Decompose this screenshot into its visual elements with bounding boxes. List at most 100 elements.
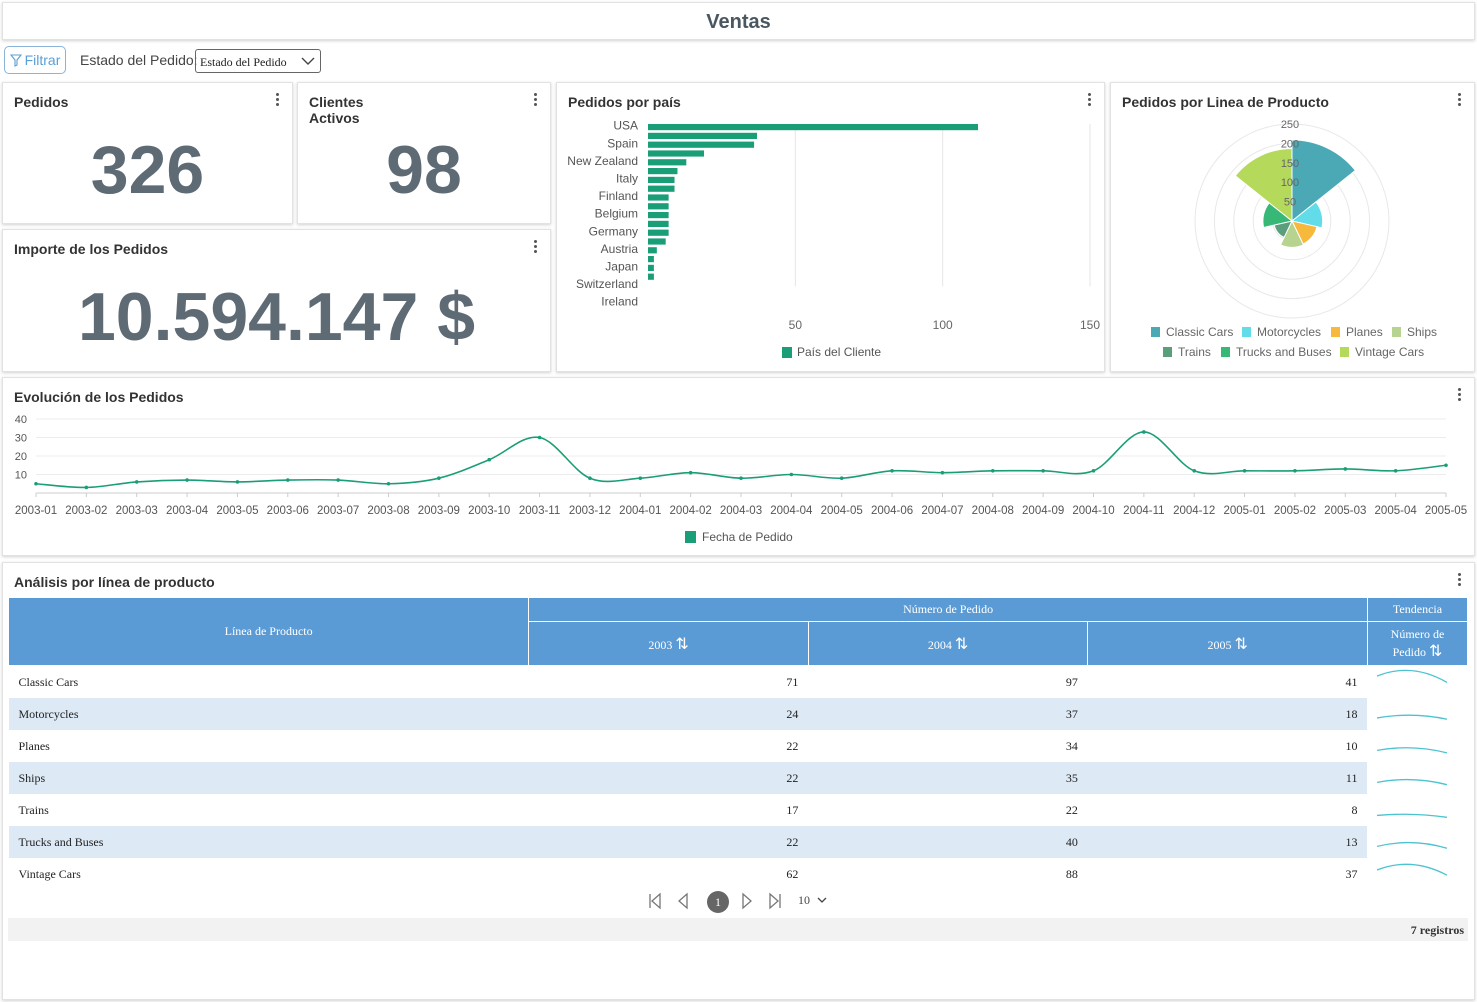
order-state-select[interactable]: Estado del Pedido: [195, 49, 321, 73]
line-point[interactable]: [185, 478, 189, 482]
country-bar[interactable]: [648, 247, 657, 254]
table-row[interactable]: Planes 22 34 10: [9, 730, 1468, 762]
kpi-clients-title-line1: Clientes: [309, 94, 364, 110]
line-point[interactable]: [487, 457, 492, 462]
line-point[interactable]: [1091, 469, 1096, 473]
table-row[interactable]: Trucks and Buses 22 40 13: [8, 826, 1468, 858]
country-bar[interactable]: [648, 273, 654, 280]
orders-cell-2003: 22: [786, 738, 799, 753]
line-point[interactable]: [839, 476, 844, 480]
column-header-product[interactable]: Línea de Producto: [7, 597, 530, 666]
country-bar[interactable]: [648, 150, 704, 157]
polar-legend-label[interactable]: Classic Cars: [1166, 325, 1233, 339]
country-bar[interactable]: [648, 229, 669, 236]
column-header-2003[interactable]: 2003 ⇅: [528, 621, 809, 666]
table-row[interactable]: Ships 22 35 11: [8, 762, 1468, 794]
country-bar[interactable]: [648, 264, 654, 271]
line-point[interactable]: [1393, 469, 1398, 473]
evolution-menu-icon[interactable]: [1458, 388, 1462, 402]
country-bar[interactable]: [648, 220, 669, 227]
country-bar[interactable]: [648, 212, 669, 219]
line-point[interactable]: [235, 480, 240, 484]
country-chart-menu-icon[interactable]: [1088, 93, 1092, 107]
orders-cell-2004: 88: [1065, 866, 1078, 881]
table-row[interactable]: Classic Cars 71 97 41: [9, 665, 1468, 698]
polar-slice[interactable]: [1290, 201, 1324, 229]
line-legend-label[interactable]: Fecha de Pedido: [702, 530, 793, 544]
line-point[interactable]: [1192, 469, 1197, 473]
polar-slice[interactable]: [1279, 219, 1305, 248]
country-bar[interactable]: [648, 141, 755, 148]
line-point[interactable]: [134, 480, 139, 484]
x-tick-label: 2004-01: [619, 505, 661, 517]
sort-icon[interactable]: ⇅: [1234, 635, 1248, 653]
line-point[interactable]: [1142, 430, 1146, 434]
orders-cell-2003: 71: [786, 674, 799, 689]
filter-button[interactable]: Filtrar: [4, 46, 66, 74]
clients-menu-icon[interactable]: [534, 93, 538, 107]
line-point[interactable]: [1293, 469, 1297, 473]
orders-cell-2004: 40: [808, 826, 1088, 858]
line-point[interactable]: [537, 435, 542, 440]
country-bar[interactable]: [648, 238, 666, 245]
line-point[interactable]: [789, 472, 794, 477]
product-line-menu-icon[interactable]: [1458, 93, 1462, 107]
polar-legend-label[interactable]: Vintage Cars: [1355, 345, 1424, 359]
line-point[interactable]: [588, 476, 592, 480]
country-bar[interactable]: [648, 185, 675, 192]
line-point[interactable]: [386, 481, 391, 486]
records-footer: 7 registros: [8, 918, 1468, 941]
line-point[interactable]: [638, 476, 643, 480]
page-size-select[interactable]: 10: [798, 893, 827, 908]
last-page-icon[interactable]: [768, 892, 782, 910]
polar-legend-label[interactable]: Planes: [1346, 325, 1383, 339]
sort-icon[interactable]: ⇅: [675, 635, 689, 653]
column-header-2004[interactable]: 2004 ⇅: [807, 621, 1089, 666]
column-header-2005[interactable]: 2005 ⇅: [1087, 621, 1368, 666]
country-bar[interactable]: [648, 203, 669, 210]
line-point[interactable]: [739, 476, 743, 480]
line-point[interactable]: [940, 470, 945, 475]
line-point[interactable]: [990, 469, 995, 473]
line-point[interactable]: [437, 476, 441, 480]
line-point[interactable]: [1444, 463, 1448, 468]
line-point[interactable]: [688, 470, 693, 475]
first-page-icon[interactable]: [648, 892, 662, 910]
country-bar[interactable]: [648, 176, 675, 183]
orders-cell-2005: 41: [1345, 674, 1358, 689]
sort-icon[interactable]: ⇅: [954, 635, 969, 653]
line-point[interactable]: [1041, 469, 1045, 473]
line-point[interactable]: [34, 481, 38, 486]
polar-legend-label[interactable]: Ships: [1407, 325, 1437, 339]
line-point[interactable]: [1242, 469, 1247, 473]
line-point[interactable]: [285, 478, 290, 482]
line-point[interactable]: [336, 478, 340, 482]
polar-slice[interactable]: [1291, 139, 1357, 223]
country-bar[interactable]: [648, 124, 979, 131]
column-header-trend[interactable]: Número de Pedido ⇅: [1366, 621, 1469, 666]
analysis-menu-icon[interactable]: [1458, 573, 1462, 587]
line-point[interactable]: [84, 485, 89, 490]
current-page-button[interactable]: 1: [707, 891, 729, 913]
country-bar[interactable]: [648, 168, 678, 175]
polar-slice[interactable]: [1234, 147, 1293, 223]
legend-swatch: [1242, 327, 1251, 337]
amount-menu-icon[interactable]: [534, 240, 538, 254]
polar-legend-label[interactable]: Motorcycles: [1257, 325, 1321, 339]
country-bar[interactable]: [648, 194, 669, 201]
x-tick-label: 2003-04: [166, 505, 209, 517]
country-bar[interactable]: [648, 256, 654, 263]
orders-menu-icon[interactable]: [276, 93, 280, 107]
line-point[interactable]: [890, 469, 894, 473]
line-point[interactable]: [1343, 467, 1348, 471]
table-row[interactable]: Motorcycles 24 37 18: [8, 698, 1468, 730]
country-bar[interactable]: [648, 132, 758, 139]
prev-page-icon[interactable]: [676, 892, 690, 910]
sort-icon[interactable]: ⇅: [1428, 643, 1443, 660]
polar-legend-label[interactable]: Trucks and Buses: [1236, 345, 1332, 359]
country-bar[interactable]: [648, 159, 687, 166]
polar-legend-label[interactable]: Trains: [1178, 345, 1211, 359]
next-page-icon[interactable]: [740, 892, 754, 910]
table-row[interactable]: Vintage Cars 62 88 37: [9, 858, 1468, 890]
table-row[interactable]: Trains 17 22 8: [9, 794, 1468, 826]
